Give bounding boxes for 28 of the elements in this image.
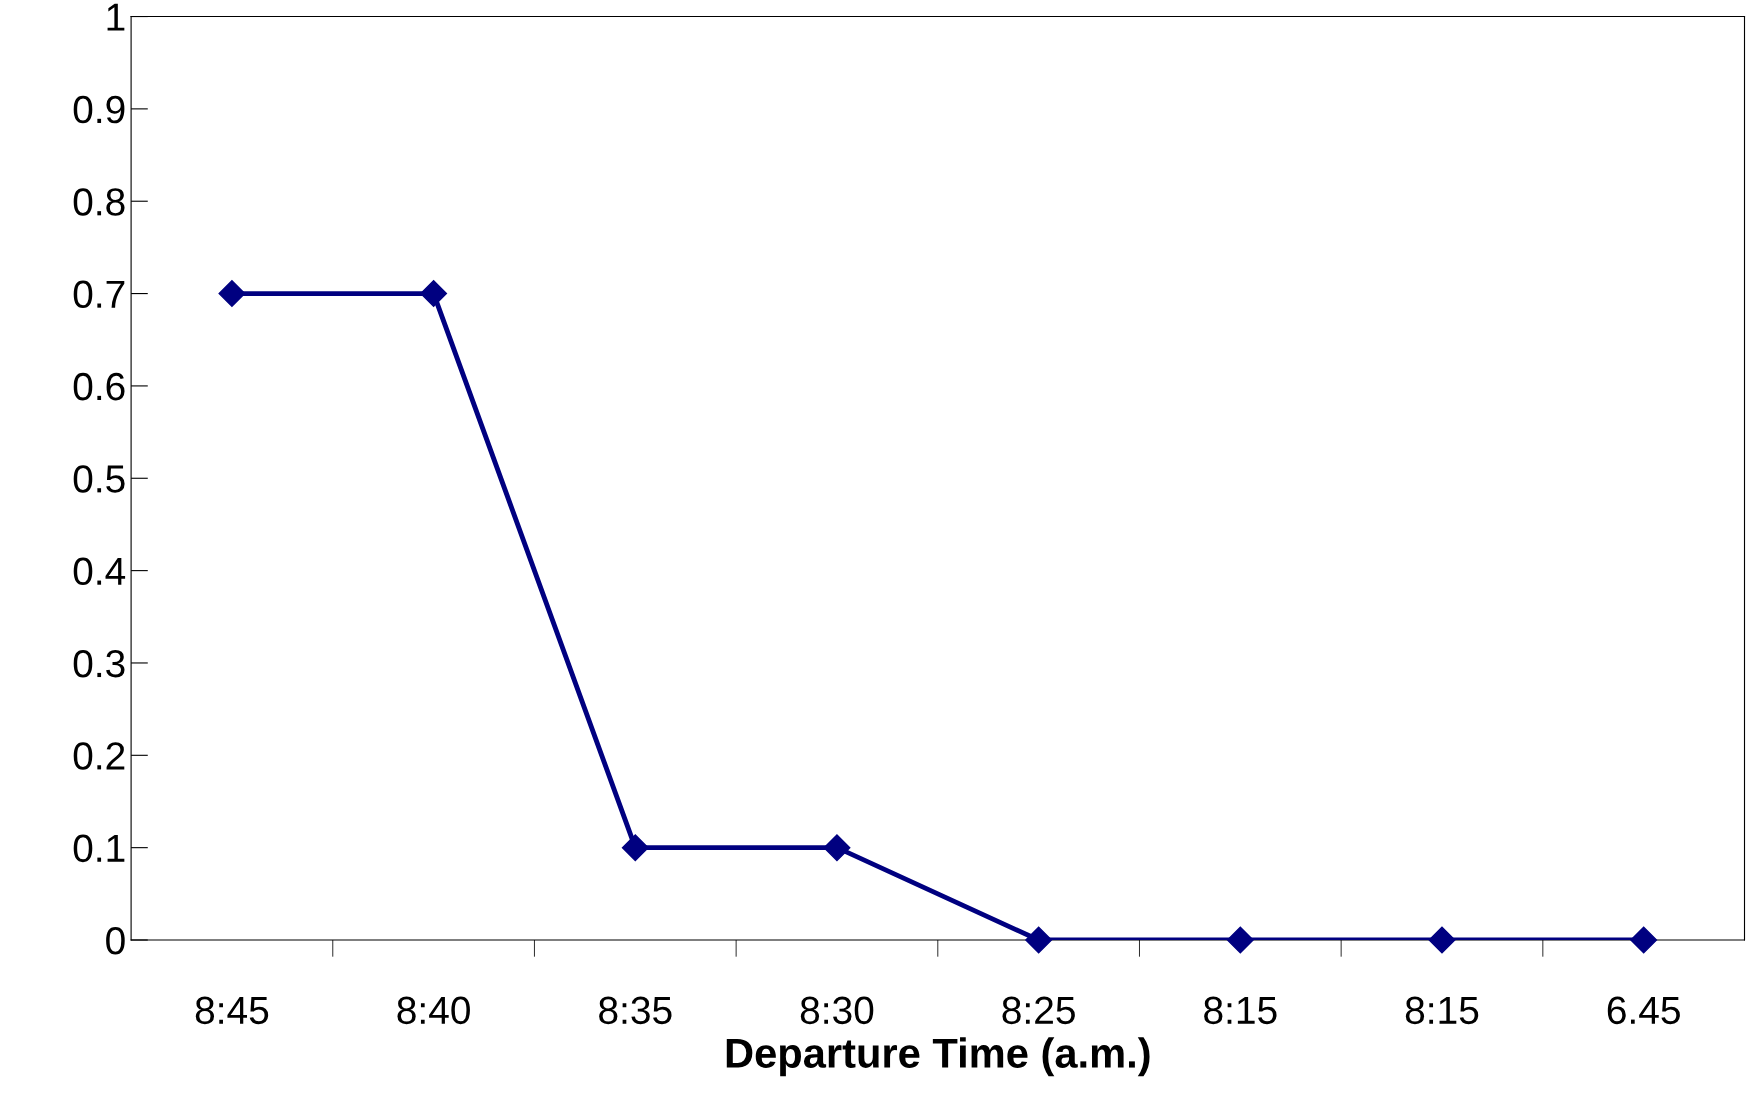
point [823, 834, 851, 862]
y-tick-label: 0.6 [73, 372, 125, 401]
point [1630, 926, 1658, 954]
x-tick-label: 8:25 [1002, 996, 1075, 1025]
x-tick-label: 8:15 [1204, 996, 1277, 1025]
x-tick-label: 8:15 [1405, 996, 1479, 1025]
y-tick-label: 0.1 [73, 834, 125, 863]
point [218, 280, 246, 308]
x-tick-label: 8:35 [599, 996, 672, 1025]
x-axis-title: Departure Time (a.m.) [726, 1037, 1150, 1077]
y-tick-label: 0.7 [73, 280, 125, 309]
y-tick-label: 0.3 [73, 649, 125, 678]
x-tick-label: 8:40 [397, 996, 470, 1025]
y-tick-label: 0.4 [73, 557, 126, 586]
y-tick-label: 0.8 [73, 188, 125, 216]
y-tick-label: 1 [107, 3, 125, 31]
y-tick-label: 0.9 [73, 95, 125, 124]
point [1226, 926, 1254, 954]
x-tick-label: 8:45 [195, 996, 269, 1025]
point [621, 834, 649, 862]
point [1428, 926, 1456, 954]
y-tick-label: 0.5 [73, 465, 125, 493]
x-tick-label: 6.45 [1607, 996, 1680, 1025]
point [420, 280, 448, 308]
point [1025, 926, 1053, 954]
y-tick-label: 0.2 [73, 742, 125, 770]
x-tick-label: 8:30 [800, 996, 874, 1025]
y-tick-label: 0 [106, 926, 125, 955]
